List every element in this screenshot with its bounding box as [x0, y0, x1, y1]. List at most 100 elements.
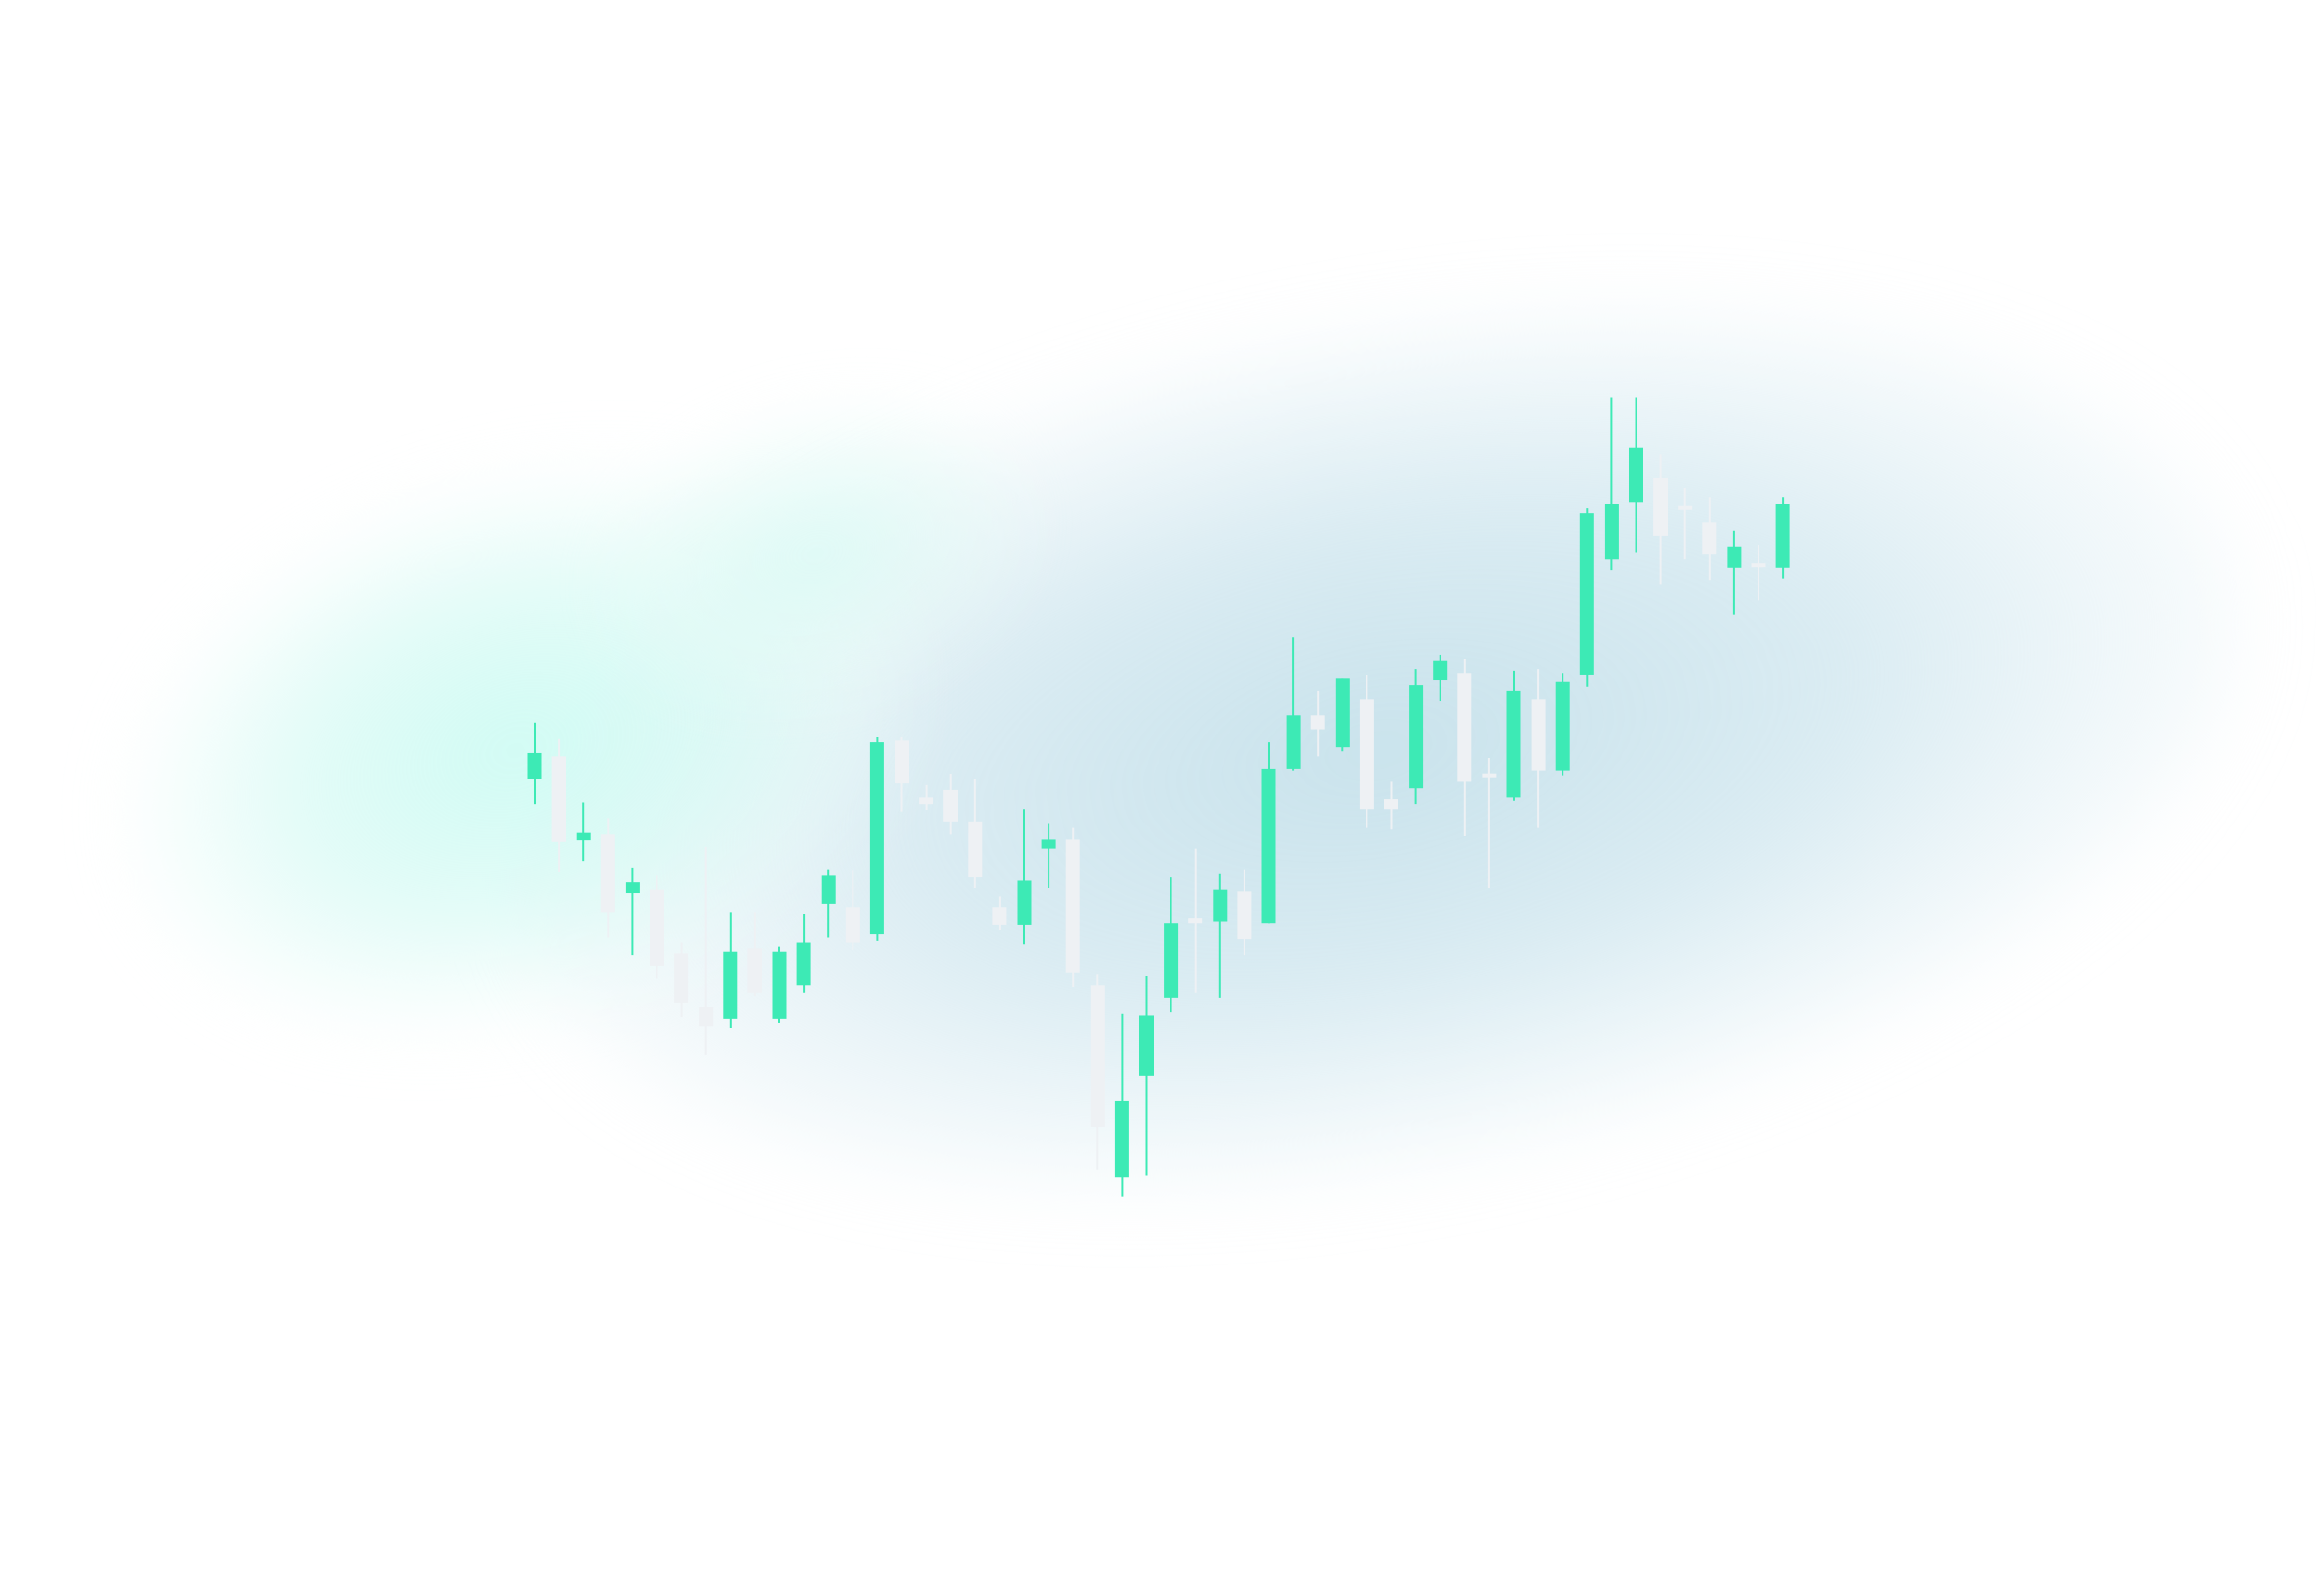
candle	[1065, 827, 1080, 987]
candle-body-up	[1041, 839, 1056, 849]
candle	[1482, 758, 1497, 888]
candle-body-down	[1678, 505, 1693, 510]
candle-body-down	[650, 889, 664, 966]
candle-series	[527, 397, 1790, 1197]
candle	[747, 912, 762, 997]
candle-body-up	[1164, 923, 1179, 998]
candle-body-up	[1335, 678, 1350, 748]
candle	[1090, 974, 1105, 1170]
candle-body-down	[1359, 699, 1374, 810]
candle-body-up	[821, 875, 836, 904]
candle-body-down	[1237, 891, 1252, 940]
candle-body-down	[747, 948, 762, 993]
candle	[821, 869, 836, 938]
candle-body-up	[1286, 715, 1301, 769]
candle-body-up	[527, 752, 542, 779]
candle-body-down	[968, 821, 983, 878]
candle	[1678, 488, 1693, 560]
candle	[869, 737, 884, 941]
candle	[845, 870, 860, 951]
candle-body-down	[1090, 985, 1105, 1127]
candle	[1139, 976, 1154, 1176]
candle-body-up	[625, 882, 640, 894]
candle	[723, 912, 738, 1029]
candle	[1433, 654, 1448, 702]
candle-body-down	[1702, 522, 1717, 555]
candle	[1629, 397, 1643, 553]
candle	[527, 722, 542, 805]
candle-body-down	[1751, 563, 1766, 568]
candle	[1114, 1013, 1129, 1197]
candle-body-up	[576, 832, 591, 841]
candle-body-up	[1139, 1015, 1154, 1076]
candle	[1335, 678, 1350, 752]
candle	[1775, 497, 1790, 579]
candle-body-up	[796, 942, 811, 986]
candle	[1457, 659, 1472, 837]
candle-body-up	[1727, 546, 1742, 568]
candle	[1751, 545, 1766, 601]
candle	[1531, 669, 1546, 828]
candle	[796, 914, 811, 993]
candle-body-up	[1506, 690, 1521, 798]
candle	[1384, 781, 1398, 830]
candle-body-down	[600, 834, 615, 913]
candle	[1727, 530, 1742, 615]
candle-body-down	[1531, 699, 1546, 771]
candle-body-down	[943, 789, 958, 822]
candle-body-down	[845, 907, 860, 943]
candle	[576, 802, 591, 862]
candle-body-down	[1457, 673, 1472, 782]
candle	[1653, 454, 1668, 585]
candle	[1555, 673, 1570, 776]
candle	[968, 779, 983, 888]
candle-body-down	[1188, 918, 1203, 924]
candle-body-up	[1017, 880, 1032, 925]
candle-body-up	[1261, 768, 1276, 924]
candle	[1310, 690, 1325, 757]
candle	[699, 846, 714, 1055]
candle	[625, 867, 640, 956]
candle-body-up	[1579, 513, 1594, 675]
candle	[1579, 508, 1594, 687]
candle	[1286, 637, 1301, 771]
candle	[1237, 869, 1252, 956]
candle-body-up	[1213, 889, 1228, 922]
candle	[1359, 674, 1374, 828]
candle-body-down	[674, 953, 689, 1003]
candle-body-up	[1775, 503, 1790, 568]
candle-body-up	[1555, 681, 1570, 771]
candle	[1409, 669, 1424, 805]
candle	[1261, 742, 1276, 924]
candle	[1702, 497, 1717, 581]
candle-body-down	[1482, 773, 1497, 778]
candle-body-up	[1433, 660, 1448, 681]
candle	[650, 875, 664, 979]
candle-body-down	[919, 797, 934, 805]
candle-body-down	[1384, 799, 1398, 810]
candle-body-up	[1629, 447, 1643, 503]
candle	[1188, 848, 1203, 993]
candle-body-down	[992, 907, 1007, 925]
candle-body-down	[1310, 715, 1325, 730]
candle-body-down	[699, 1006, 714, 1027]
candle-body-down	[551, 756, 566, 842]
candle	[551, 738, 566, 873]
candle-body-down	[1653, 477, 1668, 536]
candle	[772, 946, 787, 1023]
candle	[1213, 873, 1228, 998]
candle-body-up	[772, 951, 787, 1019]
candle-body-up	[869, 742, 884, 935]
candle	[1017, 809, 1032, 945]
candle	[674, 942, 689, 1018]
candle	[943, 773, 958, 835]
candle-body-up	[1114, 1100, 1129, 1178]
candle	[1041, 823, 1056, 888]
candle-body-up	[1409, 685, 1424, 789]
candle	[919, 784, 934, 810]
candle-body-up	[723, 951, 738, 1019]
candle	[1164, 877, 1179, 1013]
candle	[895, 737, 909, 812]
